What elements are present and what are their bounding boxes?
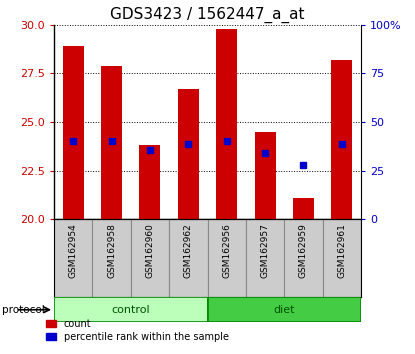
Bar [93,219,131,297]
Bar [208,297,361,322]
Bar [139,145,161,219]
Bar [54,297,208,322]
Text: GSM162959: GSM162959 [299,223,308,278]
Text: GSM162958: GSM162958 [107,223,116,278]
Text: protocol: protocol [2,305,45,315]
Bar [246,219,284,297]
Bar [101,66,122,219]
Bar [178,89,199,219]
Text: diet: diet [273,305,295,315]
Bar [254,132,276,219]
Bar [323,219,361,297]
Bar [131,219,169,297]
Title: GDS3423 / 1562447_a_at: GDS3423 / 1562447_a_at [110,7,305,23]
Bar [54,219,92,297]
Bar [331,60,352,219]
Text: GSM162960: GSM162960 [145,223,154,278]
Bar [208,219,246,297]
Bar [169,219,208,297]
Bar [293,198,314,219]
Bar [63,46,84,219]
Legend: count, percentile rank within the sample: count, percentile rank within the sample [46,319,229,342]
Text: GSM162961: GSM162961 [337,223,347,278]
Text: GSM162957: GSM162957 [261,223,270,278]
Text: GSM162962: GSM162962 [184,223,193,278]
Text: control: control [111,305,150,315]
Bar [284,219,323,297]
Text: GSM162956: GSM162956 [222,223,231,278]
Text: GSM162954: GSM162954 [68,223,78,278]
Bar [216,29,237,219]
